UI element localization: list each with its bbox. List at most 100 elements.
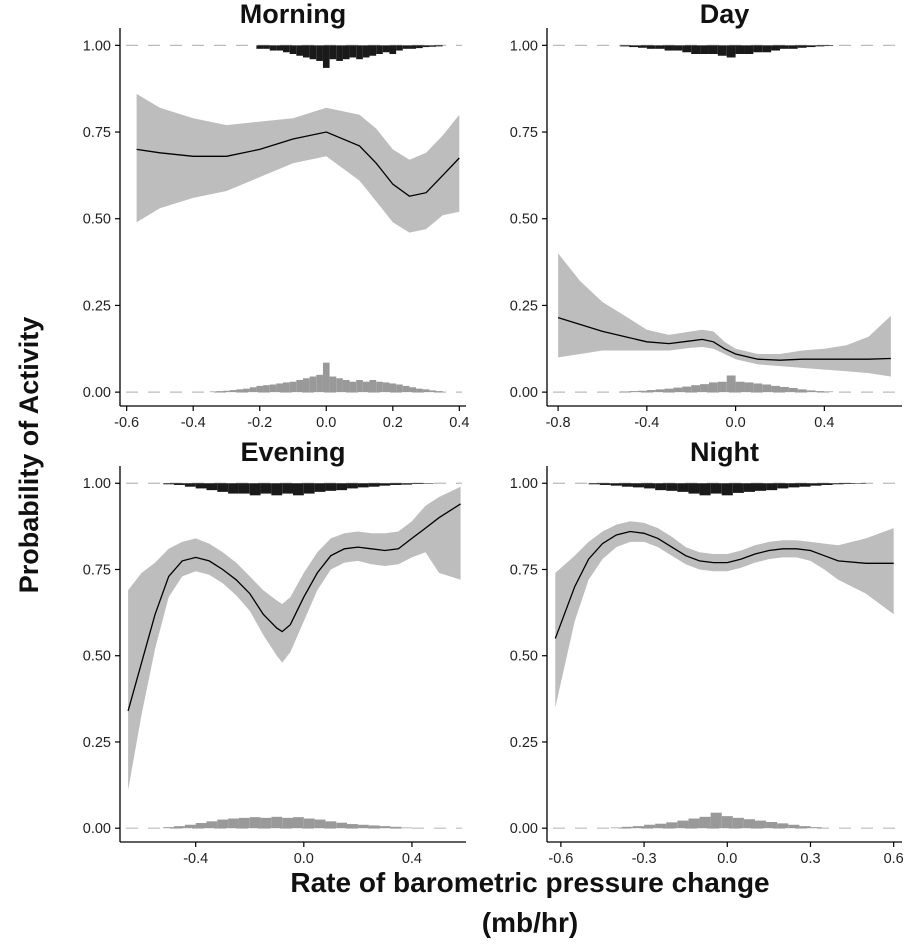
morning-bottom-hist-bar [369,379,377,393]
night-top-hist-bar [655,483,667,491]
evening-top-hist-bar [271,483,283,496]
day-top-hist-bar [797,45,807,48]
evening-top-hist-bar [411,483,423,484]
night-top-hist-bar [832,483,844,485]
day-top-hist-bar [629,45,638,48]
morning-x-tick-label: -0.2 [247,415,272,431]
morning-top-hist-bar [276,45,284,51]
day-bottom-hist-bar [673,387,683,393]
day-top-hist-bar [744,45,754,55]
evening-bottom-hist-bar [368,825,380,829]
evening-bottom-hist-bar [379,826,391,829]
morning-x-tick-label: -0.6 [114,415,139,431]
night-bottom-hist-bar [732,817,744,829]
morning-confidence-band [136,93,460,233]
day-top-hist-bar [726,45,736,58]
evening-top-hist-bar [347,483,358,489]
morning-top-hist-bar [436,45,443,47]
evening-top-hist-bar [401,483,412,485]
day-bottom-hist-bar [620,391,630,393]
morning-top-hist-bar [342,45,350,60]
night-y-tick-label: 0.50 [510,649,538,665]
morning-top-hist-bar [283,45,290,53]
evening-bottom-hist-bar [260,817,272,829]
morning-bottom-hist-bar [336,378,343,393]
day-top-hist-bar [735,45,745,55]
evening-top-hist-bar [195,483,207,489]
morning-bottom-hist-bar [209,391,217,393]
day-bottom-hist-bar [637,390,647,393]
morning-x-tick-label: 0.0 [316,415,336,431]
day-top-hist-bar [806,45,816,48]
day-bottom-hist-bar [700,384,709,393]
morning-bottom-hist-bar [429,390,437,393]
night-x-tick-label: 0.0 [717,851,737,867]
day-bottom-hist-bar [708,382,718,393]
evening-fit-line [127,503,461,712]
day-top-hist-bar [824,45,834,47]
evening-top-hist-bar [260,483,272,494]
morning-bottom-hist-bar [422,389,430,393]
day-x-tick-label: 0.4 [814,415,834,431]
night-bottom-hist-bar [677,820,689,829]
night-top-hist-bar [777,483,789,489]
evening-top-hist-bar [379,483,391,486]
evening-bottom-hist-bar [303,818,315,829]
morning-bottom-hist-bar [329,376,337,393]
evening-bottom-hist-bar [390,826,402,829]
night-top-hist-bar [588,483,600,485]
evening-bottom-hist-bar [271,816,283,829]
evening-bottom-hist-bar [238,817,250,829]
morning-fit-line [136,131,460,197]
night-confidence-band [555,521,894,708]
x-axis-label-line2: (mb/hr) [482,907,578,938]
day-top-hist-bar [637,45,647,48]
panel-day: 0.00 0.25 0.50 0.75 1.00 -0.8 -0.4 0.0 0.4 Day [510,0,902,431]
day-bottom-hist-bar [629,391,638,393]
day-top-hist-bar [620,45,630,47]
night-top-hist-bar [843,483,855,484]
night-y-tick-label: 1.00 [510,476,538,492]
night-bottom-hist-bar [655,823,667,829]
morning-bottom-hist-bar [309,376,317,393]
day-confidence-band [558,253,891,377]
panel-evening: 0.00 0.25 0.50 0.75 1.00 -0.4 0.0 0.4 Evening [83,437,466,867]
evening-bottom-hist-bar [174,826,185,829]
day-bottom-hist-bar [797,389,807,393]
morning-bottom-hist-bar [409,387,417,393]
morning-bottom-hist-bar [283,382,290,393]
evening-y-tick-label: 0.00 [83,821,111,837]
night-fit-line [554,530,894,639]
evening-top-hist-bar [422,483,434,484]
night-bottom-hist-bar [699,816,711,829]
night-top-hist-bar [788,483,800,488]
morning-bottom-hist-bar [342,379,350,393]
night-x-tick-label: 0.3 [800,851,820,867]
day-top-hist-bar [691,45,701,55]
evening-bottom-hist-bar [325,821,337,829]
morning-top-hist-bar [349,45,357,58]
night-top-hist-bar [821,483,833,485]
day-top-hist-bar [815,45,825,47]
night-bottom-hist-bar [777,823,789,829]
evening-bottom-hist-bar [336,822,348,829]
day-bottom-hist-bar [682,386,692,393]
morning-bottom-hist-bar [382,382,390,393]
morning-top-hist-bar [336,45,343,61]
night-top-hist-bar [666,483,678,491]
night-top-hist-bar [610,483,622,486]
night-bottom-hist-bar [810,827,822,829]
night-x-tick-label: -0.6 [548,851,573,867]
day-x-tick-label: 0.0 [726,415,746,431]
night-bottom-hist-bar [799,826,811,829]
night-top-hist-bar [632,483,645,488]
night-top-hist-bar [688,483,700,494]
day-top-hist-bar [788,45,798,49]
morning-top-hist-bar [409,45,417,49]
night-bottom-hist-bar [743,819,756,829]
night-y-tick-label: 0.00 [510,821,538,837]
evening-top-hist-bar [390,483,402,485]
morning-top-hist-bar [356,45,363,60]
evening-top-hist-bar [357,483,369,488]
